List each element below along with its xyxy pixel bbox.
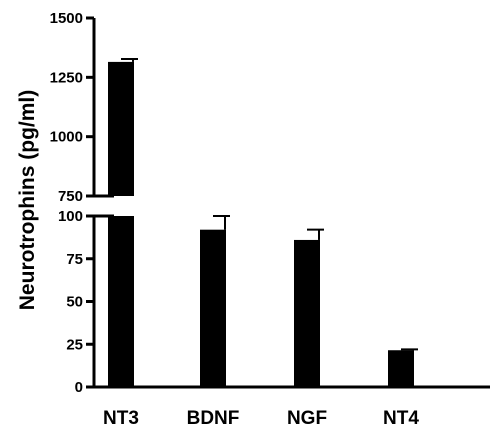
bar <box>388 350 414 387</box>
y-tick-labels: 0 25 50 75 100 750 1000 1250 1500 <box>50 10 83 396</box>
x-category-labels: NT3 BDNF NGF NT4 <box>103 408 419 429</box>
y-axis-label: Neurotrophins (pg/ml) <box>16 90 39 310</box>
error-bars <box>121 58 418 351</box>
bar <box>294 239 320 387</box>
y-tick-label: 1000 <box>50 129 83 146</box>
bar <box>108 216 134 387</box>
x-category-label: NT4 <box>383 408 419 429</box>
y-tick-label: 750 <box>58 188 83 205</box>
x-category-label: NGF <box>287 408 327 429</box>
y-tick-label: 25 <box>66 336 83 353</box>
y-tick-label: 1500 <box>50 10 83 27</box>
bars <box>108 61 414 387</box>
bar-upper-segment <box>108 61 134 197</box>
y-tick-label: 75 <box>66 251 83 268</box>
y-tick-label: 0 <box>75 379 83 396</box>
y-tick-label: 1250 <box>50 69 83 86</box>
bar <box>200 229 226 387</box>
y-tick-label: 50 <box>66 294 83 311</box>
x-category-label: BDNF <box>187 408 240 429</box>
y-tick-label: 100 <box>58 208 83 225</box>
axes <box>86 16 490 389</box>
x-category-label: NT3 <box>103 408 139 429</box>
